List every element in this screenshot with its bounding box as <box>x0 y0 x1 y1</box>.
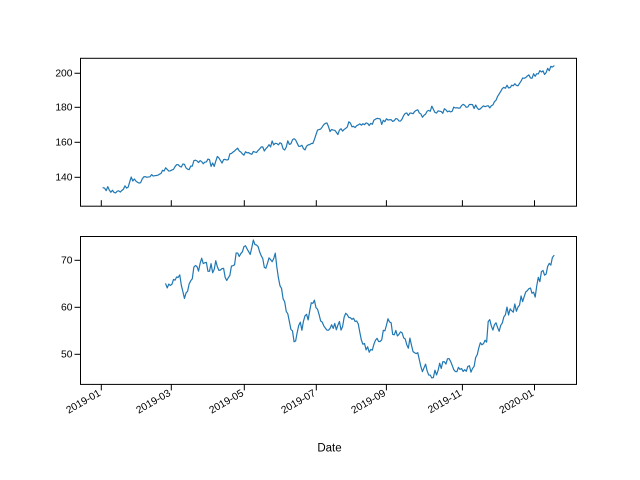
svg-text:140: 140 <box>55 173 72 184</box>
svg-text:2019-11: 2019-11 <box>426 388 464 416</box>
svg-text:Date: Date <box>317 443 341 455</box>
svg-text:200: 200 <box>55 69 72 80</box>
svg-text:180: 180 <box>55 103 72 114</box>
svg-text:2019-05: 2019-05 <box>208 388 246 417</box>
svg-text:2020-01: 2020-01 <box>498 388 536 417</box>
svg-text:50: 50 <box>61 350 73 361</box>
svg-text:2019-09: 2019-09 <box>350 388 388 417</box>
svg-text:2019-07: 2019-07 <box>280 388 318 417</box>
svg-text:70: 70 <box>61 256 73 267</box>
svg-text:160: 160 <box>55 138 72 149</box>
svg-text:2019-03: 2019-03 <box>135 388 173 417</box>
svg-text:2019-01: 2019-01 <box>65 388 103 417</box>
svg-text:60: 60 <box>61 303 73 314</box>
